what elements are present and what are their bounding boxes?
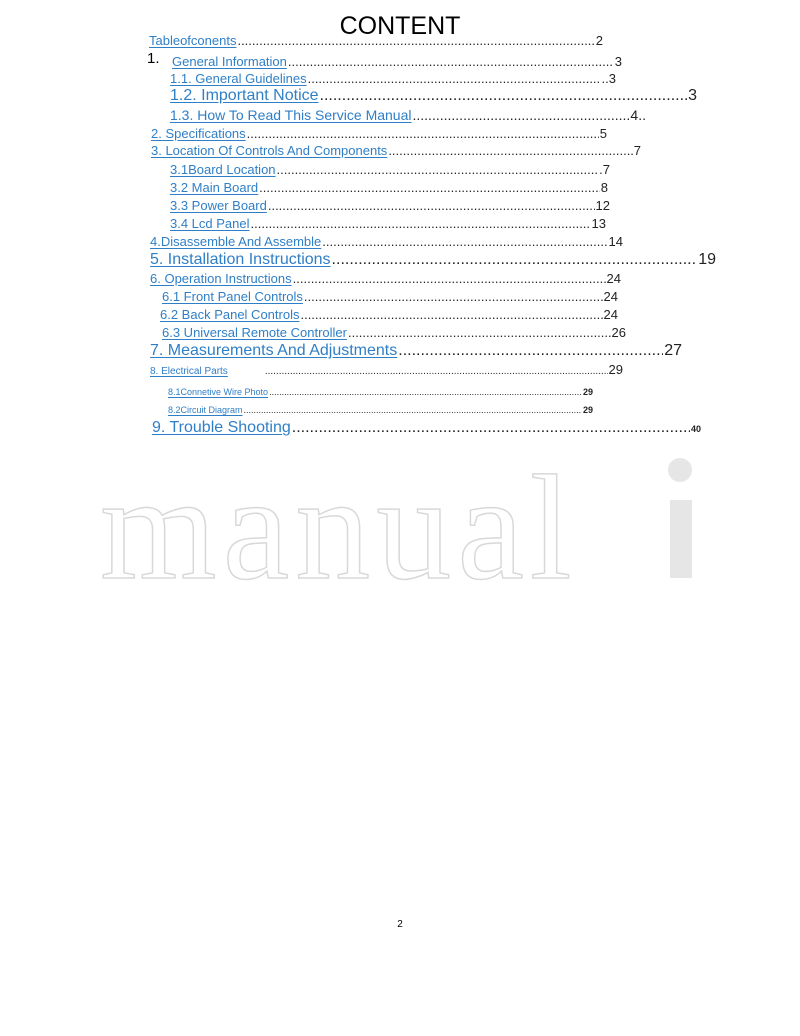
toc-page-number: ..3 — [601, 71, 616, 86]
toc-link[interactable]: 2. Specifications — [151, 126, 246, 141]
dot-leader — [304, 289, 603, 304]
toc-link[interactable]: 1.1. General Guidelines — [170, 71, 307, 86]
dot-leader — [413, 107, 630, 123]
toc-page-number: .7 — [599, 162, 610, 177]
toc-page-number: 3 — [614, 54, 622, 69]
toc-page-number: 5 — [599, 126, 607, 141]
dot-leader — [247, 126, 599, 141]
dot-leader — [259, 180, 600, 195]
dot-leader — [292, 419, 690, 437]
dot-leader — [322, 234, 607, 249]
dot-leader — [269, 387, 582, 397]
toc-page-number: 12 — [595, 198, 610, 213]
toc-page-number: 26 — [611, 325, 626, 340]
toc-entry[interactable]: 6.2 Back Panel Controls 24 — [160, 307, 618, 322]
toc-entry[interactable]: 6.3 Universal Remote Controller 26 — [162, 325, 626, 340]
dot-leader — [288, 54, 614, 69]
toc-entry[interactable]: 8.1Connetive Wire Photo 29 — [168, 387, 593, 397]
toc-link[interactable]: General Information — [172, 54, 287, 69]
toc-link[interactable]: Tableofconents — [149, 33, 237, 48]
toc-link[interactable]: 6.1 Front Panel Controls — [162, 289, 303, 304]
toc-entry[interactable]: 1.3. How To Read This Service Manual 4.. — [170, 107, 646, 123]
toc-link[interactable]: 7. Measurements And Adjustments — [150, 342, 398, 359]
toc-page-number: 29 — [582, 405, 593, 415]
toc-link[interactable]: 1.2. Important Notice — [170, 87, 319, 104]
dot-leader — [293, 271, 606, 286]
svg-text:manual: manual — [100, 445, 578, 590]
toc-link[interactable]: 3.4 Lcd Panel — [170, 216, 250, 231]
toc-link[interactable]: 8.2Circuit Diagram — [168, 405, 243, 415]
toc-entry[interactable]: 7. Measurements And Adjustments 27 — [150, 342, 682, 360]
toc-link[interactable]: 3.3 Power Board — [170, 198, 267, 213]
dot-leader — [251, 216, 591, 231]
toc-entry[interactable]: 6.1 Front Panel Controls 24 — [162, 289, 618, 304]
toc-link[interactable]: 3.2 Main Board — [170, 180, 259, 195]
toc-page-number: 2 — [595, 33, 603, 48]
toc-link[interactable]: 6.3 Universal Remote Controller — [162, 325, 347, 340]
page-number: 2 — [397, 919, 403, 930]
toc-link[interactable]: 8. Electrical Parts — [150, 366, 228, 377]
toc-page-number: 27 — [664, 342, 682, 359]
toc-entry[interactable]: General Information 3 — [172, 54, 622, 69]
dot-leader — [398, 342, 663, 360]
toc-entry[interactable]: 1.2. Important Notice 3 — [170, 87, 697, 105]
toc-entry[interactable]: 4.Disassemble And Assemble 14 — [150, 234, 623, 249]
dot-leader — [265, 366, 608, 377]
dot-leader — [388, 143, 632, 158]
toc-link[interactable]: 6. Operation Instructions — [150, 271, 292, 286]
toc-entry[interactable]: 3. Location Of Controls And Components 7 — [151, 143, 641, 158]
toc-entry[interactable]: 8.2Circuit Diagram 29 — [168, 405, 593, 415]
dot-leader — [348, 325, 611, 340]
toc-page-number: 3 — [688, 87, 697, 104]
toc-entry[interactable]: 3.4 Lcd Panel 13 — [170, 216, 606, 231]
toc-page-number: 24 — [603, 289, 618, 304]
toc-link[interactable]: 8.1Connetive Wire Photo — [168, 387, 269, 397]
toc-entry[interactable]: 3.2 Main Board 8 — [170, 180, 608, 195]
toc-entry[interactable]: 6. Operation Instructions 24 — [150, 271, 621, 286]
toc-link[interactable]: 6.2 Back Panel Controls — [160, 307, 300, 322]
dot-leader — [268, 198, 595, 213]
toc-page-number: 19 — [698, 251, 716, 268]
dot-leader — [300, 307, 602, 322]
watermark-logo: manual — [100, 444, 692, 590]
toc-page-number: 7 — [633, 143, 641, 158]
toc-page-number: 24 — [606, 271, 621, 286]
toc-link[interactable]: 1.3. How To Read This Service Manual — [170, 107, 412, 123]
toc-link[interactable]: 5. Installation Instructions — [150, 251, 331, 268]
dot-leader — [237, 33, 594, 48]
toc-page-number: 40 — [690, 424, 701, 434]
dot-leader — [332, 251, 698, 269]
dot-leader — [244, 405, 582, 415]
toc-entry[interactable]: 5. Installation Instructions 19 — [150, 251, 716, 269]
toc-link[interactable]: 9. Trouble Shooting — [152, 419, 291, 436]
dot-leader — [308, 71, 601, 86]
toc-entry[interactable]: 9. Trouble Shooting 40 — [152, 419, 701, 437]
toc-link[interactable]: 4.Disassemble And Assemble — [150, 234, 322, 249]
toc-entry[interactable]: Tableofconents 2 — [149, 33, 603, 48]
toc-entry[interactable]: 1.1. General Guidelines ..3 — [170, 71, 616, 86]
toc-page-number: 29 — [582, 387, 593, 397]
section-number: 1. — [147, 50, 160, 67]
toc-page-number: 8 — [600, 180, 608, 195]
toc-entry[interactable]: 3.3 Power Board 12 — [170, 198, 610, 213]
dot-leader — [320, 87, 688, 105]
toc-page-number: 29 — [608, 362, 623, 377]
toc-entry[interactable]: 2. Specifications 5 — [151, 126, 607, 141]
toc-page-number: 4.. — [630, 107, 646, 123]
toc-entry[interactable]: 8. Electrical Parts 29 — [150, 362, 623, 377]
toc-page-number: 13 — [591, 216, 606, 231]
toc-page-number: 24 — [603, 307, 618, 322]
toc-entry[interactable]: 3.1Board Location .7 — [170, 162, 610, 177]
toc-link[interactable]: 3. Location Of Controls And Components — [151, 143, 388, 158]
toc-link[interactable]: 3.1Board Location — [170, 162, 276, 177]
dot-leader — [277, 162, 599, 177]
toc-page-number: 14 — [608, 234, 623, 249]
